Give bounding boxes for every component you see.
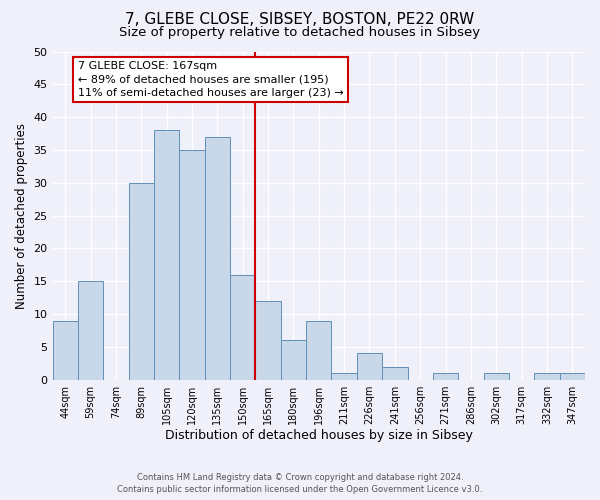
X-axis label: Distribution of detached houses by size in Sibsey: Distribution of detached houses by size … xyxy=(165,430,473,442)
Bar xyxy=(382,366,407,380)
Bar xyxy=(306,320,331,380)
Bar xyxy=(433,373,458,380)
Bar xyxy=(205,137,230,380)
Text: Size of property relative to detached houses in Sibsey: Size of property relative to detached ho… xyxy=(119,26,481,39)
Bar xyxy=(230,274,256,380)
Text: 7, GLEBE CLOSE, SIBSEY, BOSTON, PE22 0RW: 7, GLEBE CLOSE, SIBSEY, BOSTON, PE22 0RW xyxy=(125,12,475,28)
Bar xyxy=(281,340,306,380)
Bar xyxy=(560,373,585,380)
Text: Contains HM Land Registry data © Crown copyright and database right 2024.
Contai: Contains HM Land Registry data © Crown c… xyxy=(118,472,482,494)
Bar xyxy=(128,183,154,380)
Bar xyxy=(534,373,560,380)
Bar xyxy=(357,354,382,380)
Bar xyxy=(331,373,357,380)
Text: 7 GLEBE CLOSE: 167sqm
← 89% of detached houses are smaller (195)
11% of semi-det: 7 GLEBE CLOSE: 167sqm ← 89% of detached … xyxy=(78,62,344,98)
Bar xyxy=(78,281,103,380)
Bar xyxy=(53,320,78,380)
Bar xyxy=(154,130,179,380)
Bar xyxy=(256,301,281,380)
Y-axis label: Number of detached properties: Number of detached properties xyxy=(15,122,28,308)
Bar xyxy=(484,373,509,380)
Bar xyxy=(179,150,205,380)
